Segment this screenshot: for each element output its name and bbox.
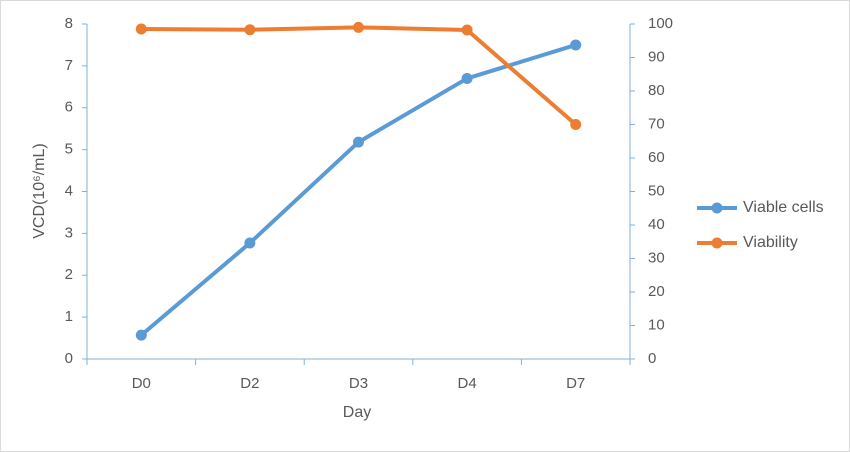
x-tick-label: D4 [458, 375, 477, 392]
data-point [570, 119, 582, 130]
x-tick-label: D3 [349, 375, 368, 392]
y2-tick-label: 10 [648, 316, 665, 333]
y2-tick-label: 80 [648, 82, 665, 99]
y2-tick-label: 30 [648, 249, 665, 266]
x-tick-label: D2 [240, 375, 259, 392]
y-tick-label: 8 [65, 15, 73, 32]
data-point [461, 72, 473, 84]
y-tick-label: 0 [65, 350, 73, 367]
legend-marker [711, 202, 723, 214]
legend-label: Viable cells [743, 199, 824, 216]
x-tick-label: D0 [132, 375, 151, 392]
y-tick-label: 5 [65, 141, 73, 158]
legend-label: Viability [743, 234, 798, 251]
y-axis-title: VCD(10⁶/mL) [31, 143, 48, 239]
y2-tick-label: 20 [648, 283, 665, 300]
data-point [353, 21, 364, 33]
y2-tick-label: 100 [648, 15, 673, 32]
y-tick-label: 3 [65, 224, 73, 241]
data-point [461, 24, 473, 36]
y2-tick-label: 70 [648, 115, 665, 132]
y2-tick-label: 60 [648, 149, 665, 166]
data-point [135, 23, 147, 35]
data-point [570, 39, 582, 51]
y2-tick-label: 90 [648, 48, 665, 65]
y-tick-label: 4 [65, 182, 73, 199]
y-tick-label: 7 [65, 57, 73, 74]
y-tick-label: 6 [65, 99, 73, 116]
legend-marker [711, 237, 723, 249]
y-tick-label: 1 [65, 308, 73, 325]
y2-tick-label: 40 [648, 216, 665, 233]
data-point [135, 329, 147, 341]
data-point [244, 237, 256, 249]
data-point [244, 24, 256, 36]
y2-tick-label: 50 [648, 182, 665, 199]
data-point [353, 136, 364, 148]
y2-tick-label: 0 [648, 350, 656, 367]
y-tick-label: 2 [65, 266, 73, 283]
x-tick-label: D7 [566, 375, 585, 392]
x-axis-title: Day [343, 404, 371, 421]
